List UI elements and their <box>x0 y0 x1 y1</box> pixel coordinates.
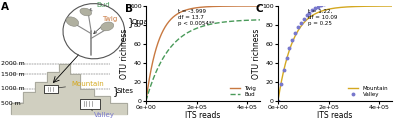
Bud <box>258 19 262 21</box>
Bud <box>232 20 237 22</box>
Mountain <box>322 10 326 11</box>
Text: A: A <box>1 2 9 12</box>
Text: Twig: Twig <box>94 16 117 34</box>
Text: t = -3.999
df = 13.7
p < 0.0054**: t = -3.999 df = 13.7 p < 0.0054** <box>178 9 214 26</box>
Valley <box>310 9 315 11</box>
Mountain <box>326 9 331 10</box>
Text: t = 1.22,
df = 10.09
p = 0.25: t = 1.22, df = 10.09 p = 0.25 <box>308 9 337 26</box>
Text: }: } <box>127 17 134 27</box>
Mountain <box>390 5 394 7</box>
Line: Valley: Valley <box>277 0 390 102</box>
Valley <box>316 6 320 7</box>
Line: Mountain: Mountain <box>278 6 392 101</box>
Ellipse shape <box>66 17 79 26</box>
Legend: Twig, Bud: Twig, Bud <box>229 85 257 98</box>
Valley <box>296 27 300 28</box>
Valley <box>318 5 323 6</box>
Text: 1000 m: 1000 m <box>1 86 24 91</box>
Mountain <box>354 6 359 7</box>
Text: Bud: Bud <box>89 2 110 11</box>
Ellipse shape <box>80 8 92 16</box>
Legend: Mountain, Valley: Mountain, Valley <box>347 85 389 98</box>
Mountain <box>364 6 369 7</box>
Text: Sites: Sites <box>116 88 134 94</box>
Bud <box>222 21 227 23</box>
Text: 2000 m: 2000 m <box>1 61 24 66</box>
Bud <box>234 20 239 22</box>
Valley <box>307 12 312 13</box>
Bud <box>190 30 194 31</box>
Twig <box>194 7 199 9</box>
Text: Mountain: Mountain <box>54 81 104 89</box>
Valley <box>276 100 280 102</box>
Valley <box>313 8 318 9</box>
Valley <box>290 39 295 41</box>
Valley <box>333 0 338 2</box>
Valley <box>301 18 306 19</box>
Valley <box>338 0 343 1</box>
Twig <box>232 5 237 7</box>
Y-axis label: OTU richness: OTU richness <box>120 28 129 79</box>
Valley <box>278 83 283 85</box>
Text: Organs: Organs <box>131 19 156 25</box>
Y-axis label: OTU richness: OTU richness <box>252 28 261 79</box>
Text: 1500 m: 1500 m <box>1 72 24 77</box>
Text: C: C <box>255 4 263 14</box>
Polygon shape <box>11 64 127 114</box>
Line: Bud: Bud <box>146 20 260 101</box>
Twig <box>190 8 194 9</box>
Bud <box>155 68 160 69</box>
Twig <box>155 43 160 45</box>
Text: Valley: Valley <box>90 108 115 118</box>
Valley <box>293 32 298 34</box>
Mountain <box>287 49 292 50</box>
Valley <box>336 0 340 1</box>
Bud <box>144 100 148 102</box>
Twig <box>222 6 227 7</box>
Valley <box>304 15 309 16</box>
FancyBboxPatch shape <box>80 99 100 109</box>
FancyBboxPatch shape <box>44 85 58 93</box>
Valley <box>330 1 335 3</box>
Valley <box>284 57 289 59</box>
Valley <box>341 0 346 1</box>
Mountain <box>276 100 280 102</box>
Text: }: } <box>112 86 119 96</box>
Ellipse shape <box>101 22 114 31</box>
Valley <box>287 48 292 49</box>
Mountain <box>366 6 371 7</box>
Valley <box>324 3 329 4</box>
Line: Twig: Twig <box>146 6 260 101</box>
Text: 500 m: 500 m <box>1 101 20 106</box>
Valley <box>281 69 286 71</box>
Bud <box>194 28 199 29</box>
Twig <box>258 5 262 7</box>
X-axis label: ITS reads: ITS reads <box>317 111 353 120</box>
Valley <box>327 2 332 3</box>
Text: B: B <box>126 4 134 14</box>
X-axis label: ITS reads: ITS reads <box>185 111 221 120</box>
Twig <box>234 5 239 7</box>
Twig <box>144 100 148 102</box>
Valley <box>321 3 326 5</box>
Valley <box>298 22 303 23</box>
